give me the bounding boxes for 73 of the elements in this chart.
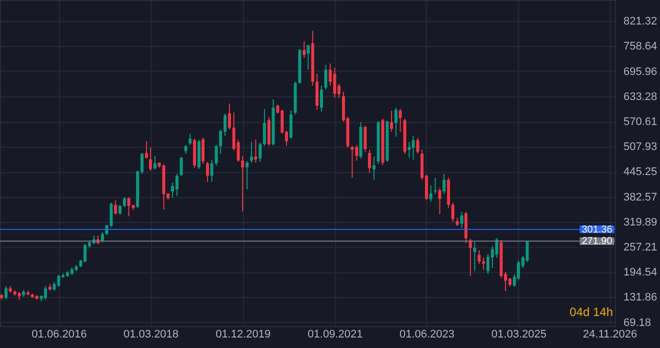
candlestick	[355, 144, 358, 162]
candlestick	[44, 285, 47, 300]
y-tick-label: 194.54	[624, 266, 658, 279]
candlestick	[473, 241, 476, 272]
candlestick	[482, 256, 485, 270]
candlestick	[118, 204, 122, 216]
candlestick	[241, 155, 244, 212]
y-tick-label: 257.21	[624, 242, 658, 254]
candlestick	[394, 107, 398, 138]
candlestick	[289, 110, 292, 140]
candlestick	[451, 202, 454, 222]
candlestick	[478, 249, 481, 264]
annotation: 04d 14h	[570, 305, 613, 319]
ref-line-label: 271.90	[582, 236, 613, 248]
candlestick	[206, 161, 209, 182]
candlestick	[127, 196, 130, 217]
candlestick	[254, 138, 258, 164]
candlestick	[350, 145, 354, 178]
x-tick-label: 24.11.2026	[582, 328, 638, 340]
candlestick	[180, 156, 183, 176]
candlestick	[442, 173, 446, 194]
y-tick-label: 695.96	[624, 66, 658, 78]
candlestick	[434, 177, 437, 194]
x-tick-label: 01.06.2023	[399, 328, 455, 340]
candlestick	[153, 155, 156, 170]
x-tick-label: 01.03.2025	[491, 328, 546, 340]
candlestick	[412, 135, 415, 160]
candlestick	[324, 64, 328, 90]
candlestick	[368, 149, 372, 174]
x-tick-label: 01.09.2021	[308, 328, 363, 340]
candlestick	[228, 103, 232, 130]
candlestick	[390, 110, 394, 132]
candlestick	[210, 159, 214, 182]
candlestick	[416, 137, 420, 154]
y-tick-label: 319.89	[624, 216, 658, 228]
candlestick	[398, 108, 402, 132]
candlestick	[258, 142, 262, 162]
candlestick	[144, 140, 148, 160]
candlestick	[408, 141, 411, 158]
y-tick-label: 758.64	[624, 40, 658, 53]
candlestick	[4, 285, 8, 300]
y-tick-label: 633.28	[624, 90, 658, 103]
candlestick	[114, 200, 118, 216]
y-tick-label: 445.25	[624, 166, 658, 178]
x-tick-label: 01.12.2019	[216, 328, 271, 340]
candlestick	[495, 237, 498, 258]
y-tick-label: 821.32	[624, 16, 658, 28]
candlestick	[175, 173, 178, 196]
x-tick-label: 01.03.2018	[123, 328, 179, 340]
candlestick	[306, 44, 310, 70]
y-tick-label: 570.61	[624, 116, 658, 128]
candlestick	[460, 211, 464, 228]
candlestick	[438, 187, 442, 215]
candlestick	[262, 108, 266, 146]
candlestick	[372, 156, 376, 180]
candlestick	[202, 137, 205, 164]
y-tick-label: 382.57	[624, 191, 658, 204]
candlestick	[246, 160, 249, 190]
candlestick	[122, 196, 126, 208]
candlestick	[320, 85, 323, 112]
candlestick	[149, 146, 152, 172]
y-tick-label: 131.86	[624, 292, 658, 304]
y-tick-label: 507.93	[624, 141, 658, 154]
candlestick	[188, 133, 192, 146]
y-tick-label: 69.18	[624, 316, 652, 329]
candlestick	[302, 40, 306, 58]
candlestick	[364, 125, 367, 152]
ref-line-label: 301.36	[582, 224, 613, 236]
candlestick	[214, 144, 218, 166]
candlestick	[429, 184, 432, 202]
candlestick	[526, 240, 529, 262]
x-tick-label: 01.06.2016	[32, 328, 87, 340]
candlestick	[250, 141, 254, 164]
